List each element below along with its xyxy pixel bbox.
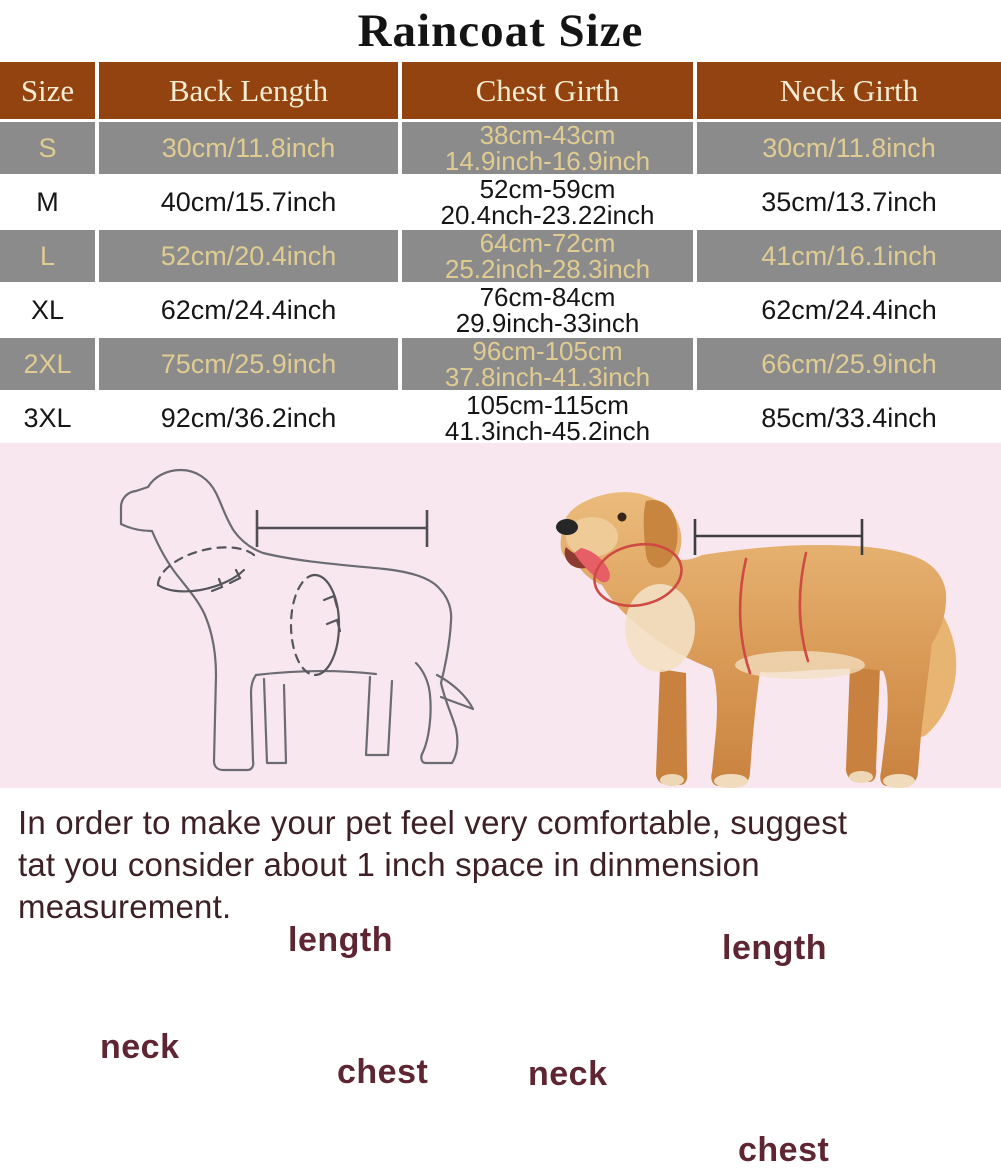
table-row: XL 62cm/24.4inch 76cm-84cm 29.9inch-33in… bbox=[0, 284, 1001, 336]
table-row: L 52cm/20.4inch 64cm-72cm 25.2inch-28.3i… bbox=[0, 230, 1001, 282]
back-length-cell: 62cm/24.4inch bbox=[99, 284, 398, 336]
chest-girth-cm: 96cm-105cm bbox=[472, 336, 623, 366]
table-row: M 40cm/15.7inch 52cm-59cm 20.4nch-23.22i… bbox=[0, 176, 1001, 228]
chest-girth-cm: 76cm-84cm bbox=[479, 282, 616, 312]
chest-label-right: chest bbox=[738, 1131, 830, 1169]
chest-label-left: chest bbox=[337, 1053, 429, 1091]
neck-label-right: neck bbox=[528, 1055, 608, 1093]
size-cell: 2XL bbox=[0, 338, 95, 390]
chest-girth-cm: 38cm-43cm bbox=[479, 120, 616, 150]
golden-retriever-photo bbox=[556, 492, 957, 788]
back-length-cell: 92cm/36.2inch bbox=[99, 392, 398, 444]
chest-girth-inch: 29.9inch-33inch bbox=[455, 308, 640, 338]
chest-girth-cell: 76cm-84cm 29.9inch-33inch bbox=[402, 284, 693, 336]
neck-girth-cell: 30cm/11.8inch bbox=[697, 122, 1001, 174]
neck-girth-cell: 41cm/16.1inch bbox=[697, 230, 1001, 282]
size-cell: XL bbox=[0, 284, 95, 336]
neck-label-left: neck bbox=[100, 1028, 180, 1066]
size-table: Size Back Length Chest Girth Neck Girth … bbox=[0, 62, 1001, 444]
chest-girth-inch: 25.2inch-28.3inch bbox=[444, 254, 651, 284]
chest-girth-inch: 20.4nch-23.22inch bbox=[440, 200, 655, 230]
header-back-length: Back Length bbox=[99, 62, 398, 119]
chest-girth-cell: 52cm-59cm 20.4nch-23.22inch bbox=[402, 176, 693, 228]
header-chest-girth: Chest Girth bbox=[402, 62, 693, 119]
back-length-cell: 75cm/25.9inch bbox=[99, 338, 398, 390]
chest-girth-inch: 14.9inch-16.9inch bbox=[444, 146, 651, 176]
note-line: measurement. bbox=[18, 888, 232, 925]
note-line: In order to make your pet feel very comf… bbox=[18, 804, 848, 841]
table-header-row: Size Back Length Chest Girth Neck Girth bbox=[0, 62, 1001, 119]
chest-girth-cell: 96cm-105cm 37.8inch-41.3inch bbox=[402, 338, 693, 390]
size-cell: M bbox=[0, 176, 95, 228]
length-measure-line-left bbox=[255, 510, 429, 547]
dog-line-drawing bbox=[119, 468, 475, 772]
neck-girth-cell: 35cm/13.7inch bbox=[697, 176, 1001, 228]
neck-girth-cell: 66cm/25.9inch bbox=[697, 338, 1001, 390]
size-cell: S bbox=[0, 122, 95, 174]
chest-girth-cell: 64cm-72cm 25.2inch-28.3inch bbox=[402, 230, 693, 282]
neck-girth-cell: 62cm/24.4inch bbox=[697, 284, 1001, 336]
neck-girth-cell: 85cm/33.4inch bbox=[697, 392, 1001, 444]
table-row: 3XL 92cm/36.2inch 105cm-115cm 41.3inch-4… bbox=[0, 392, 1001, 444]
back-length-cell: 52cm/20.4inch bbox=[99, 230, 398, 282]
chest-girth-cm: 52cm-59cm bbox=[479, 174, 616, 204]
chest-girth-inch: 37.8inch-41.3inch bbox=[444, 362, 651, 392]
chest-girth-inch: 41.3inch-45.2inch bbox=[444, 416, 651, 446]
length-label-right: length bbox=[722, 929, 827, 967]
table-row: 2XL 75cm/25.9inch 96cm-105cm 37.8inch-41… bbox=[0, 338, 1001, 390]
chest-girth-cell: 38cm-43cm 14.9inch-16.9inch bbox=[402, 122, 693, 174]
header-neck-girth: Neck Girth bbox=[697, 62, 1001, 119]
red-measure-lines bbox=[593, 542, 810, 675]
chest-girth-cell: 105cm-115cm 41.3inch-45.2inch bbox=[402, 392, 693, 444]
note-line: tat you consider about 1 inch space in d… bbox=[18, 846, 760, 883]
page-title: Raincoat Size bbox=[357, 5, 644, 57]
header-size: Size bbox=[0, 62, 95, 119]
back-length-cell: 40cm/15.7inch bbox=[99, 176, 398, 228]
chest-girth-cm: 105cm-115cm bbox=[466, 390, 629, 420]
dog-line-drawing-panel: length neck chest bbox=[0, 443, 500, 1091]
back-length-cell: 30cm/11.8inch bbox=[99, 122, 398, 174]
size-cell: L bbox=[0, 230, 95, 282]
table-row: S 30cm/11.8inch 38cm-43cm 14.9inch-16.9i… bbox=[0, 122, 1001, 174]
fit-note: In order to make your pet feel very comf… bbox=[0, 788, 1001, 928]
measurement-diagram: length neck chest bbox=[0, 443, 1001, 1169]
length-measure-line-right bbox=[693, 519, 864, 555]
size-cell: 3XL bbox=[0, 392, 95, 444]
golden-retriever-photo-panel: length neck chest bbox=[500, 443, 1000, 1169]
chest-girth-cm: 64cm-72cm bbox=[479, 228, 616, 258]
